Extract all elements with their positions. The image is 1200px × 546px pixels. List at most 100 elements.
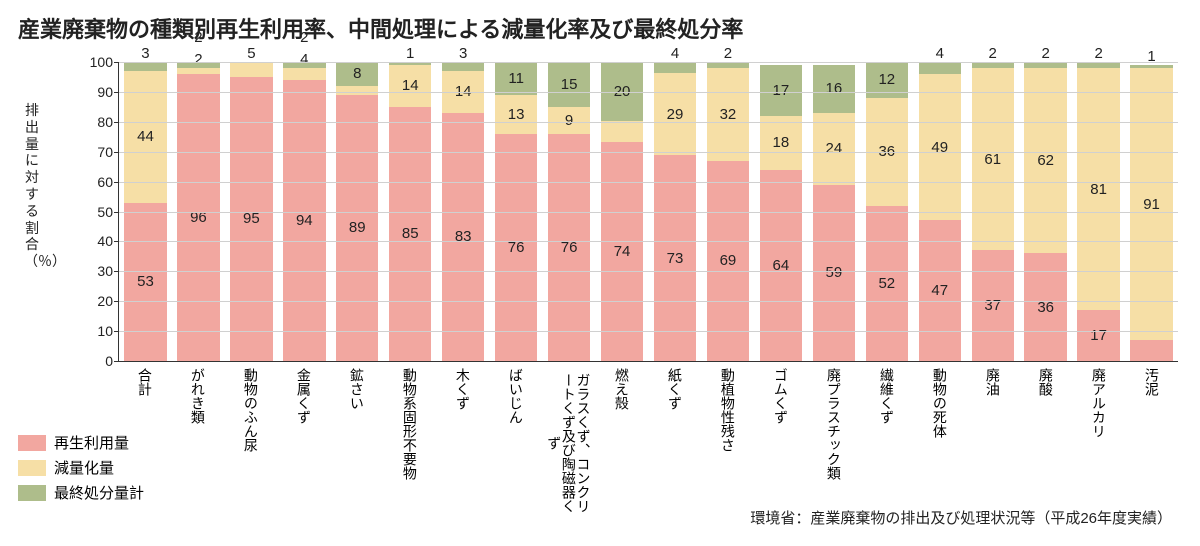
x-axis-label: ゴムくず [754, 364, 807, 521]
y-tick-label: 40 [73, 233, 113, 249]
legend: 再生利用量減量化量最終処分量計 [18, 432, 144, 507]
legend-swatch [18, 435, 46, 451]
grid-line [119, 331, 1178, 332]
x-axis-label: 廃プラスチック類 [807, 364, 860, 521]
bar-segment-recycle: 83 [442, 113, 484, 361]
bar-segment-recycle: 53 [124, 203, 166, 361]
x-axis-label: 動物のふん尿 [224, 364, 277, 521]
x-axis-label: 木くず [436, 364, 489, 521]
bar-segment-reduce: 5 [230, 62, 272, 77]
y-tick-label: 100 [73, 54, 113, 70]
legend-item: 最終処分量計 [18, 482, 144, 503]
x-axis-labels: 合計がれき類動物のふん尿金属くず鉱さい動物系固形不要物木くずばいじんガラスくず、… [118, 364, 1178, 521]
bar-segment-reduce: 4 [283, 68, 325, 80]
y-axis-label: 排出量に対する割合（％） [24, 102, 40, 270]
bar-segment-reduce: 32 [707, 68, 749, 161]
bar-segment-reduce: 91 [1130, 68, 1172, 340]
bar-segment-disposal: 4 [654, 62, 696, 73]
legend-item: 再生利用量 [18, 432, 144, 453]
y-tick-label: 70 [73, 144, 113, 160]
bar-segment-reduce: 29 [654, 73, 696, 155]
y-tick-mark [114, 152, 119, 153]
y-tick-label: 60 [73, 174, 113, 190]
grid-line [119, 62, 1178, 63]
y-tick-label: 30 [73, 263, 113, 279]
x-axis-label: 廃アルカリ [1072, 364, 1125, 521]
y-tick-mark [114, 361, 119, 362]
chart-title: 産業廃棄物の種類別再生利用率、中間処理による減量化率及び最終処分率 [18, 12, 1182, 44]
y-tick-label: 20 [73, 293, 113, 309]
bar-segment-recycle: 89 [336, 95, 378, 361]
bar-segment-disposal: 15 [548, 62, 590, 107]
grid-line [119, 92, 1178, 93]
bar-segment-disposal: 3 [124, 62, 166, 71]
bar-segment-disposal: 3 [442, 62, 484, 71]
bar-segment-recycle: 52 [866, 206, 908, 361]
bar-segment-recycle: 74 [601, 142, 643, 361]
legend-label: 最終処分量計 [54, 482, 144, 503]
grid-line [119, 212, 1178, 213]
x-axis-label: ばいじん [489, 364, 542, 521]
legend-label: 再生利用量 [54, 432, 129, 453]
y-tick-mark [114, 271, 119, 272]
x-axis-label: 廃油 [966, 364, 1019, 521]
bar-segment-reduce: 7 [601, 121, 643, 142]
y-tick-label: 50 [73, 204, 113, 220]
bar-segment-reduce: 3 [336, 86, 378, 95]
bar-segment-disposal: 11 [495, 62, 537, 95]
bar-segment-reduce: 44 [124, 71, 166, 203]
y-tick-mark [114, 331, 119, 332]
x-axis-label: 動物系固形不要物 [383, 364, 436, 521]
source-citation: 環境省：産業廃棄物の排出及び処理状況等（平成26年度実績） [750, 507, 1172, 528]
x-axis-label: 汚泥 [1125, 364, 1178, 521]
bar-segment-disposal: 16 [813, 65, 855, 113]
y-tick-mark [114, 92, 119, 93]
bar-segment-reduce: 81 [1077, 68, 1119, 310]
legend-item: 減量化量 [18, 457, 144, 478]
bar-segment-reduce: 61 [972, 68, 1014, 250]
bar-segment-reduce: 49 [919, 74, 961, 221]
bar-segment-recycle: 95 [230, 77, 272, 361]
bar-segment-reduce: 18 [760, 116, 802, 170]
y-tick-label: 90 [73, 84, 113, 100]
grid-line [119, 271, 1178, 272]
bar-segment-reduce: 2 [177, 68, 219, 74]
bar-segment-disposal: 17 [760, 65, 802, 116]
bar-segment-reduce: 13 [495, 95, 537, 134]
y-tick-mark [114, 301, 119, 302]
bar-segment-recycle: 64 [760, 170, 802, 361]
bar-segment-reduce: 24 [813, 113, 855, 185]
grid-line [119, 152, 1178, 153]
y-tick-label: 80 [73, 114, 113, 130]
bar-segment-recycle: 76 [548, 134, 590, 361]
x-axis-label: 動植物性残さ [701, 364, 754, 521]
x-axis-label: 廃酸 [1019, 364, 1072, 521]
legend-swatch [18, 460, 46, 476]
x-axis-label: 紙くず [648, 364, 701, 521]
legend-label: 減量化量 [54, 457, 114, 478]
y-tick-mark [114, 62, 119, 63]
grid-line [119, 301, 1178, 302]
chart-container: 排出量に対する割合（％） 534439622955944289388514183… [18, 52, 1182, 532]
y-tick-label: 10 [73, 323, 113, 339]
legend-swatch [18, 485, 46, 501]
x-axis-label: 繊維くず [860, 364, 913, 521]
y-tick-mark [114, 182, 119, 183]
bar-segment-reduce: 62 [1024, 68, 1066, 253]
y-tick-mark [114, 241, 119, 242]
x-axis-label: ガラスくず、コンクリートくず及び陶磁器くず [542, 364, 595, 521]
plot-area: 5344396229559442893885141831437613117691… [118, 62, 1178, 362]
x-axis-label: がれき類 [171, 364, 224, 521]
x-axis-label: 鉱さい [330, 364, 383, 521]
x-axis-label: 動物の死体 [913, 364, 966, 521]
grid-line [119, 182, 1178, 183]
bar-segment-recycle: 96 [177, 74, 219, 361]
bar-segment-disposal: 4 [919, 62, 961, 74]
bar-segment-recycle: 76 [495, 134, 537, 361]
bar-segment-recycle: 17 [1077, 310, 1119, 361]
bar-segment-recycle: 36 [1024, 253, 1066, 361]
y-tick-mark [114, 122, 119, 123]
y-tick-mark [114, 212, 119, 213]
y-tick-label: 0 [73, 353, 113, 369]
bar-segment-disposal: 8 [336, 62, 378, 86]
